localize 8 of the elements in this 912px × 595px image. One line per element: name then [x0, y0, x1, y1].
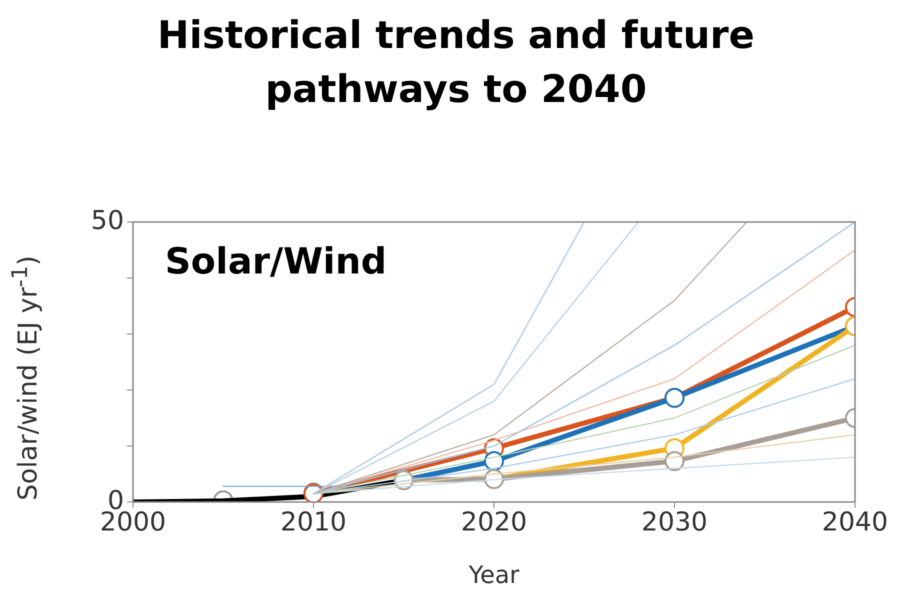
x-tick-label: 2020 [460, 507, 528, 538]
y-tick-label: 50 [90, 206, 124, 236]
x-tick-label: 2010 [280, 507, 347, 538]
annotation: Solar/Wind [165, 241, 387, 282]
chart-title: Historical trends and future pathways to 2040 [156, 12, 756, 113]
x-axis-title: Year [468, 560, 520, 589]
x-tick-label: 2030 [641, 507, 708, 538]
x-tick-label: 2040 [822, 507, 888, 538]
